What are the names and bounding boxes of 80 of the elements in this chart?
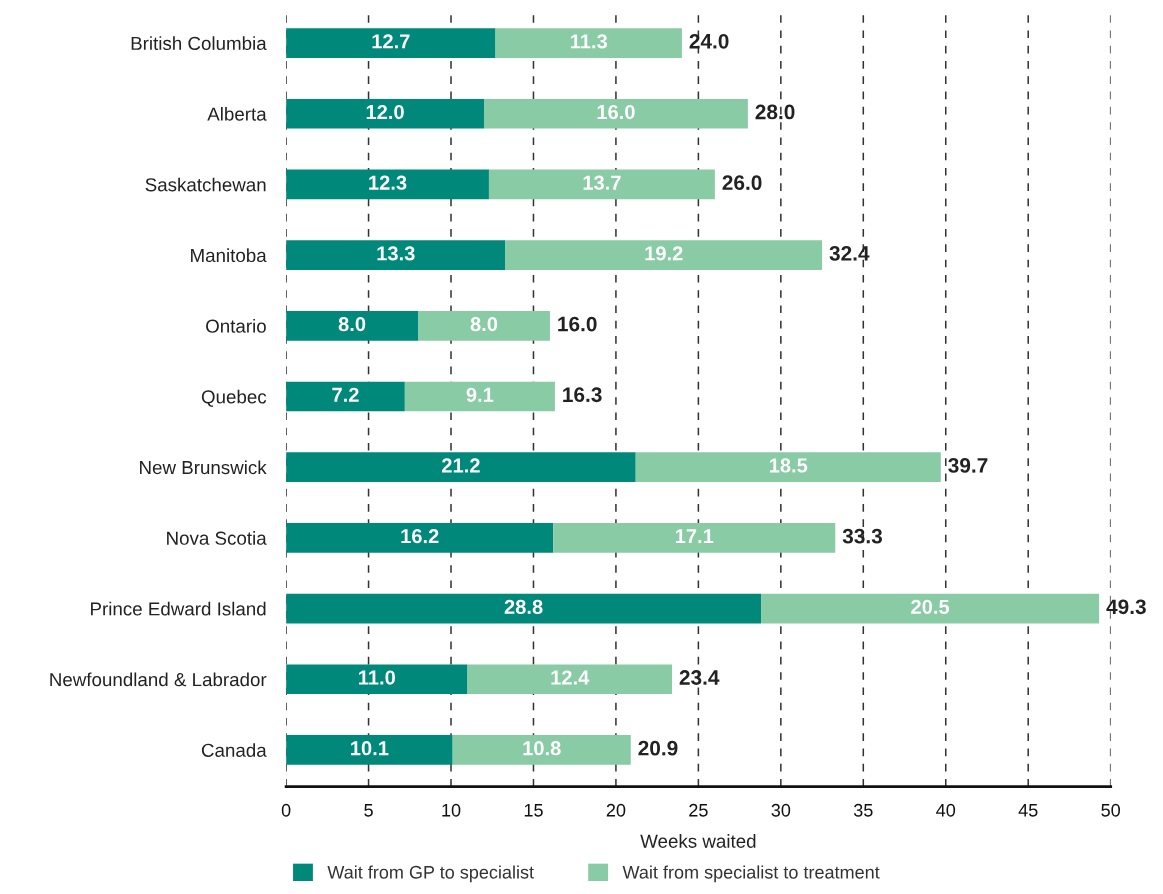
bar [467, 664, 672, 695]
bar [286, 310, 419, 341]
data-label: 13.3 [377, 246, 415, 261]
data-label: 16.2 [401, 529, 439, 544]
total-label: 26.0 [722, 175, 762, 191]
total-label: 32.4 [829, 245, 870, 261]
total-label: 33.3 [842, 528, 882, 544]
y-tick-label: Manitoba [191, 248, 267, 263]
bar [418, 310, 550, 341]
data-label: 12.3 [369, 175, 407, 190]
y-tick-label: Nova Scotia [167, 531, 267, 545]
data-label: 11.0 [359, 670, 396, 685]
y-tick-label: British Columbia [131, 36, 267, 51]
x-tick-label: 40 [936, 803, 956, 817]
data-label: 9.1 [466, 387, 494, 402]
y-tick-label: Ontario [206, 319, 266, 333]
bar [286, 240, 506, 270]
bar [505, 240, 823, 270]
data-label: 28.8 [504, 599, 543, 614]
y-tick-label: Newfoundland & Labrador [50, 672, 267, 687]
x-tick-label: 45 [1018, 804, 1038, 817]
x-tick-label: 0 [281, 803, 291, 817]
x-tick-label: 35 [853, 803, 873, 817]
data-label: 21.2 [442, 458, 480, 473]
total-label: 16.3 [563, 387, 602, 403]
x-tick-label: 20 [606, 803, 626, 817]
data-label: 20.5 [911, 599, 950, 614]
data-label: 17.1 [675, 529, 714, 544]
bar [483, 98, 748, 129]
bar [404, 381, 555, 412]
y-tick-label: New Brunswick [140, 460, 267, 475]
total-label: 39.7 [948, 458, 988, 473]
data-label: 7.2 [332, 387, 359, 402]
bar [286, 169, 489, 200]
bar [286, 452, 636, 483]
x-tick-label: 25 [689, 803, 708, 817]
bar [286, 28, 496, 58]
y-tick-label: Canada [201, 743, 267, 757]
total-label: 49.3 [1106, 599, 1146, 615]
bar [488, 169, 715, 200]
x-tick-label: 15 [524, 804, 543, 817]
data-label: 10.8 [523, 741, 561, 756]
bar [553, 523, 836, 553]
bar [452, 735, 631, 765]
y-tick-label: Quebec [201, 389, 267, 407]
bar [286, 523, 554, 553]
data-label: 18.5 [769, 458, 808, 473]
y-tick-label: Saskatchewan [145, 177, 266, 192]
bar [286, 735, 453, 765]
data-label: 12.4 [551, 670, 590, 685]
data-label: 11.3 [570, 34, 608, 49]
y-tick-label: Prince Edward Island [91, 601, 266, 616]
data-label: 12.0 [366, 104, 404, 120]
bar [286, 593, 762, 624]
total-label: 28.0 [755, 104, 795, 120]
bar [286, 664, 468, 695]
bar [286, 98, 484, 129]
data-label: 16.0 [597, 104, 635, 120]
x-tick-label: 10 [442, 803, 461, 817]
data-label: 10.1 [351, 741, 389, 756]
bar [635, 452, 941, 483]
data-label: 13.7 [583, 175, 621, 190]
total-label: 16.0 [558, 316, 597, 332]
bar [495, 28, 682, 58]
data-label: 8.0 [470, 316, 498, 332]
bar [286, 381, 405, 412]
x-axis-title: Weeks waited [640, 834, 756, 848]
x-tick-label: 30 [771, 803, 791, 817]
data-label: 8.0 [338, 316, 366, 332]
y-tick-label: Alberta [207, 106, 267, 121]
bar [761, 593, 1100, 624]
total-label: 23.4 [679, 670, 720, 685]
data-label: 12.7 [372, 34, 410, 49]
data-label: 19.2 [645, 246, 683, 261]
x-tick-label: 5 [364, 804, 373, 817]
legend-label: Wait from specialist to treatment [622, 865, 880, 883]
x-tick-label: 50 [1101, 803, 1120, 817]
legend-label: Wait from GP to specialist [327, 865, 534, 883]
total-label: 24.0 [689, 33, 729, 49]
total-label: 20.9 [638, 740, 678, 756]
